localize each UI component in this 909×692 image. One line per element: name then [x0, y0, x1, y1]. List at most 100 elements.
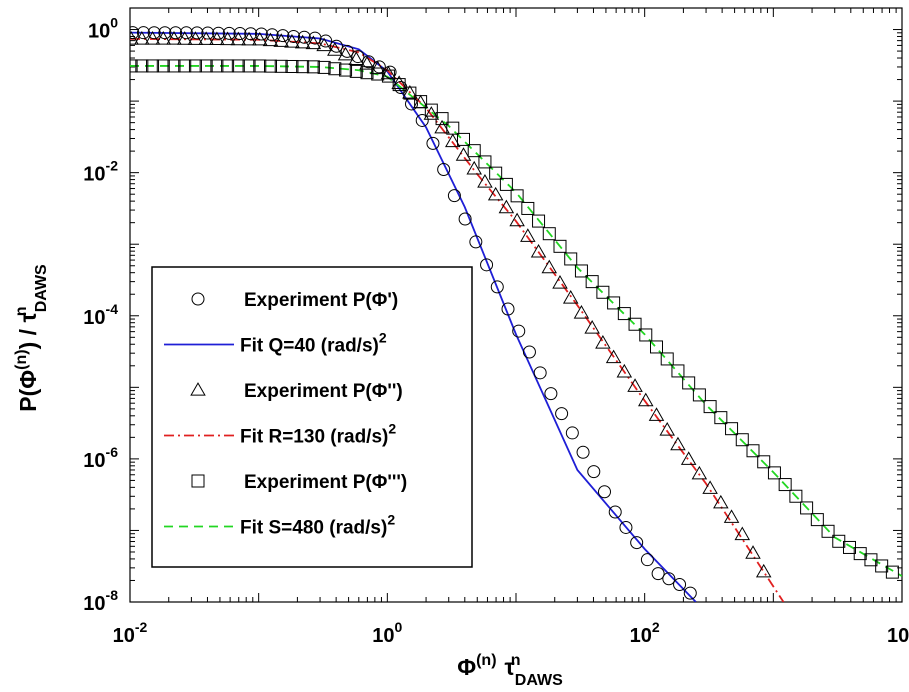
data-point: [458, 212, 472, 226]
data-point: [477, 174, 493, 188]
data-point: [789, 489, 803, 503]
data-point: [821, 524, 835, 538]
y-tick-label: 10-2: [83, 158, 118, 186]
data-point: [638, 392, 654, 407]
data-point: [778, 478, 792, 492]
data-point: [230, 31, 247, 46]
legend-box: [151, 266, 473, 568]
series-line-3: [130, 38, 785, 602]
data-point: [222, 26, 236, 40]
data-point: [447, 189, 461, 203]
data-point: [329, 39, 343, 53]
data-point: [607, 296, 621, 310]
data-point: [734, 526, 751, 541]
data-point: [509, 212, 525, 227]
data-point: [276, 29, 290, 43]
legend-marker-4: [191, 474, 205, 488]
y-tick-label: 10-8: [83, 587, 118, 615]
legend-label-4: Experiment P(Φ'''): [244, 472, 407, 493]
data-point: [305, 35, 322, 50]
data-point: [552, 275, 568, 289]
data-point: [630, 536, 644, 550]
data-point: [244, 27, 258, 41]
data-point: [178, 59, 192, 73]
data-point: [605, 349, 622, 364]
data-point: [381, 69, 395, 83]
data-point: [487, 186, 504, 201]
y-tick-label: 10-6: [83, 444, 118, 472]
data-point: [158, 26, 172, 40]
data-point: [362, 55, 376, 69]
data-point: [317, 60, 331, 74]
data-point: [340, 44, 354, 58]
data-point: [532, 214, 546, 228]
data-point: [426, 136, 440, 150]
data-point: [541, 259, 558, 274]
data-point: [351, 50, 365, 64]
y-tick-labels: 100 10-2 10-4 10-6 10-8: [83, 15, 118, 615]
data-point: [402, 85, 418, 99]
y-tick-label: 100: [88, 15, 118, 43]
data-point: [703, 400, 717, 414]
data-point: [437, 162, 451, 176]
series-line-5: [130, 65, 902, 577]
plot-area: [129, 7, 903, 603]
data-point: [648, 407, 665, 421]
x-tick-label: 102: [630, 619, 660, 647]
data-point: [446, 121, 460, 135]
data-point: [169, 26, 183, 40]
data-point: [339, 63, 353, 77]
data-point: [639, 328, 653, 342]
data-point: [221, 59, 235, 73]
data-point: [659, 422, 675, 436]
data-point: [723, 509, 740, 523]
data-point: [253, 59, 267, 73]
data-point: [562, 290, 579, 304]
data-point: [691, 465, 708, 480]
data-point: [757, 455, 771, 469]
data-point: [179, 26, 193, 40]
data-point: [660, 352, 674, 366]
data-point: [263, 59, 277, 73]
data-point: [512, 324, 526, 338]
x-tick-labels: 10-2 100 102 104: [113, 619, 909, 647]
data-point: [198, 31, 214, 45]
marker-layer: [130, 26, 899, 600]
data-point: [673, 578, 687, 592]
data-point: [360, 66, 374, 80]
data-point: [714, 411, 728, 425]
data-point: [423, 106, 440, 120]
data-point: [415, 113, 429, 127]
data-point: [130, 26, 140, 40]
data-point: [544, 387, 558, 401]
data-point: [349, 64, 363, 78]
data-point: [490, 280, 504, 294]
data-point: [713, 494, 729, 509]
data-point: [627, 378, 643, 392]
data-point: [144, 30, 161, 45]
data-point: [435, 112, 449, 126]
data-point: [533, 366, 547, 380]
data-point: [337, 46, 354, 61]
data-point: [188, 59, 202, 73]
data-point: [628, 317, 642, 331]
data-point: [565, 426, 579, 440]
data-point: [285, 59, 299, 73]
data-point: [735, 433, 749, 447]
data-point: [692, 388, 706, 402]
legend-label-5: Fit S=480 (rad/s)2: [240, 512, 395, 539]
data-point: [649, 340, 663, 354]
data-point: [262, 32, 279, 47]
data-point: [392, 78, 406, 92]
data-point: [296, 60, 310, 74]
data-point: [725, 422, 739, 436]
data-point: [212, 26, 226, 40]
data-point: [885, 565, 899, 579]
data-point: [755, 563, 772, 578]
data-point: [156, 59, 170, 73]
data-point: [134, 30, 150, 45]
data-point: [501, 302, 515, 316]
data-point: [619, 520, 633, 534]
data-point: [306, 60, 320, 74]
